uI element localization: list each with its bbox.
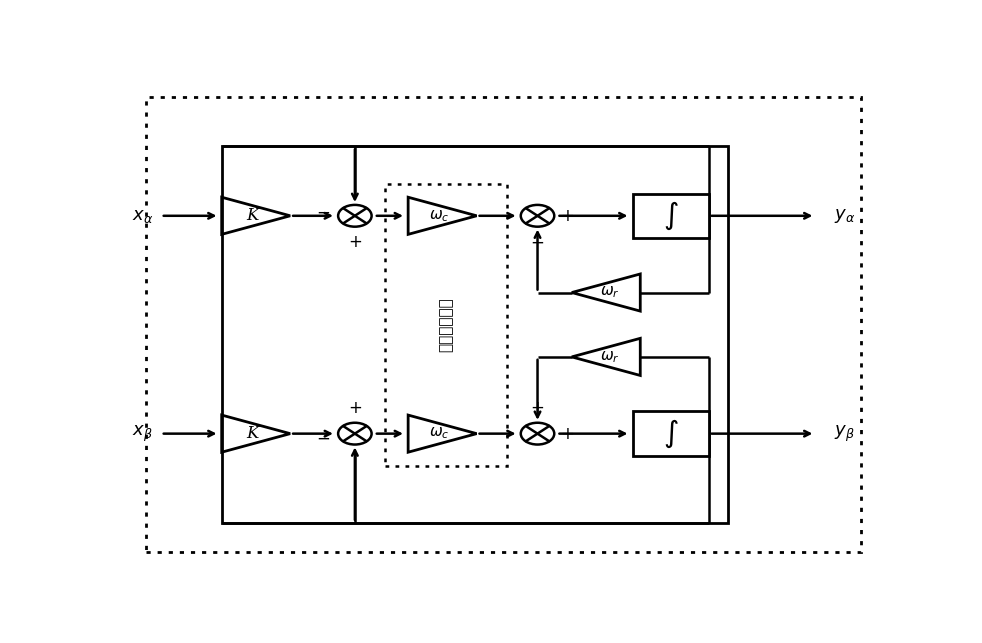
Text: $x_\beta$: $x_\beta$ [133,424,153,444]
Text: $+$: $+$ [348,399,362,417]
Bar [385,184,507,466]
Text: $x_\alpha$: $x_\alpha$ [132,207,153,225]
Text: $\omega_r$: $\omega_r$ [600,349,620,365]
Text: K: K [246,207,258,224]
Text: $y_\alpha$: $y_\alpha$ [835,207,855,225]
Text: $\omega_c$: $\omega_c$ [429,208,449,224]
Text: $+$: $+$ [348,233,362,251]
Text: $\omega_r$: $\omega_r$ [600,285,620,300]
Bar [632,194,709,238]
Text: $\int$: $\int$ [663,417,679,450]
Text: $+$: $+$ [561,207,574,225]
Text: $-$: $-$ [530,233,545,251]
Bar [222,147,728,523]
Text: $\int$: $\int$ [663,199,679,232]
Text: $-$: $-$ [316,203,331,221]
Text: $-$: $-$ [316,429,331,447]
Bar [632,412,709,456]
Text: $y_\beta$: $y_\beta$ [835,424,855,444]
Text: $+$: $+$ [530,399,545,417]
Text: K: K [246,425,258,442]
Text: $\omega_c$: $\omega_c$ [429,426,449,442]
Text: 增加的阻尼项: 增加的阻尼项 [439,297,454,352]
Text: $+$: $+$ [561,424,574,442]
